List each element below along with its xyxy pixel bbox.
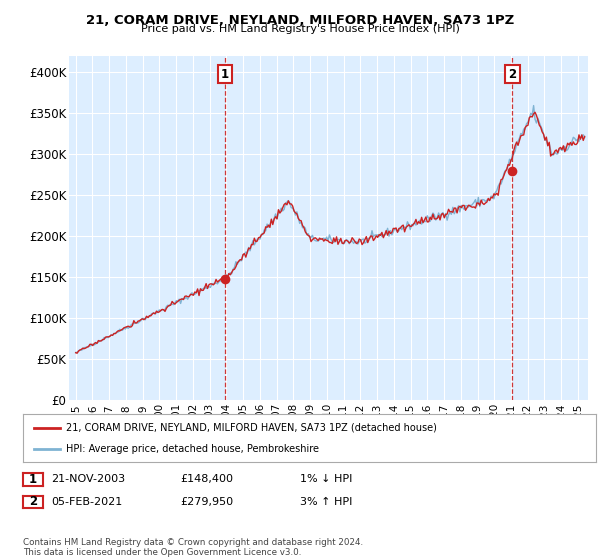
Text: 1: 1 (29, 473, 37, 486)
Text: 2: 2 (29, 495, 37, 508)
Text: 3% ↑ HPI: 3% ↑ HPI (300, 497, 352, 507)
Text: 05-FEB-2021: 05-FEB-2021 (51, 497, 122, 507)
Text: 2: 2 (508, 68, 517, 81)
Text: £279,950: £279,950 (180, 497, 233, 507)
Text: HPI: Average price, detached house, Pembrokeshire: HPI: Average price, detached house, Pemb… (66, 444, 319, 454)
Text: Contains HM Land Registry data © Crown copyright and database right 2024.
This d: Contains HM Land Registry data © Crown c… (23, 538, 363, 557)
Text: 1% ↓ HPI: 1% ↓ HPI (300, 474, 352, 484)
Text: 21-NOV-2003: 21-NOV-2003 (51, 474, 125, 484)
Text: 1: 1 (221, 68, 229, 81)
Text: 21, CORAM DRIVE, NEYLAND, MILFORD HAVEN, SA73 1PZ: 21, CORAM DRIVE, NEYLAND, MILFORD HAVEN,… (86, 14, 514, 27)
Text: £148,400: £148,400 (180, 474, 233, 484)
Text: 21, CORAM DRIVE, NEYLAND, MILFORD HAVEN, SA73 1PZ (detached house): 21, CORAM DRIVE, NEYLAND, MILFORD HAVEN,… (66, 423, 437, 433)
Text: Price paid vs. HM Land Registry's House Price Index (HPI): Price paid vs. HM Land Registry's House … (140, 24, 460, 34)
